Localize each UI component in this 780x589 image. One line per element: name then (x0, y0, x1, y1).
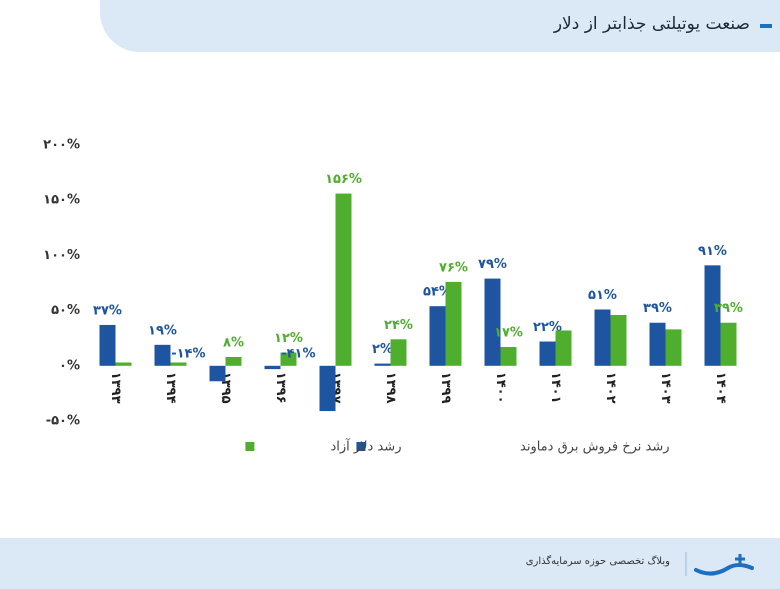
bar (720, 322, 737, 366)
bar (610, 315, 627, 366)
value-label: ۳۹% (714, 301, 743, 316)
value-label: ۷۶% (439, 260, 468, 275)
chart: -۵۰%۰%۵۰%۱۰۰%۱۵۰%۲۰۰%۱۳۹۳۳۷%۱۳۹۴۱۹%۱۳۹۵-… (43, 138, 743, 455)
value-label: ۹۱% (698, 244, 727, 259)
bar (555, 330, 572, 366)
x-tick-label: ۱۴۰۱ (548, 372, 563, 404)
title-accent (760, 24, 772, 28)
bar (115, 362, 132, 366)
bar (264, 365, 281, 370)
value-label: ۷۹% (478, 257, 507, 272)
value-label: ۲% (372, 342, 393, 357)
x-tick-label: ۱۴۰۳ (658, 372, 673, 404)
x-tick-label: ۱۳۹۳ (108, 372, 123, 404)
bar (594, 309, 611, 366)
value-label: ۱۵۶% (325, 172, 362, 187)
legend-swatch (356, 442, 366, 451)
page-title: صنعت یوتیلتی جذابتر از دلار (553, 14, 750, 34)
value-label: ۸% (223, 335, 244, 350)
y-tick-label: ۱۵۰% (43, 193, 80, 208)
value-label: ۳۷% (93, 303, 122, 318)
logo (685, 552, 754, 576)
y-tick-label: ۲۰۰% (43, 138, 80, 153)
bar (170, 362, 187, 366)
x-tick-label: ۱۴۰۲ (603, 372, 618, 404)
value-label: ۳۹% (643, 301, 672, 316)
x-tick-label: ۱۳۹۸ (383, 372, 398, 404)
value-label: ۱۷% (494, 326, 523, 341)
bar (649, 322, 666, 366)
legend-swatch (245, 442, 255, 451)
bar (99, 324, 116, 366)
bar (445, 281, 462, 366)
bar (665, 329, 682, 366)
bar (280, 352, 297, 366)
bar (429, 306, 446, 366)
y-tick-label: ۵۰% (51, 303, 80, 318)
value-label: -۴۱% (281, 346, 315, 361)
y-tick-label: -۵۰% (46, 414, 80, 429)
x-tick-label: ۱۳۹۴ (163, 372, 178, 404)
value-label: ۱۲% (274, 331, 303, 346)
x-tick-label: ۱۳۹۶ (273, 372, 288, 404)
value-label: ۲۲% (533, 320, 562, 335)
value-label: ۵۴% (423, 285, 452, 300)
bar (374, 363, 391, 366)
value-label: ۵۱% (588, 288, 617, 303)
bar (225, 356, 242, 366)
legend-label: رشد دلار آزاد (330, 438, 401, 455)
bar (335, 193, 352, 366)
value-label: -۱۴% (171, 346, 205, 361)
x-tick-label: ۱۳۹۹ (438, 372, 453, 404)
bar (500, 347, 517, 366)
legend-label: رشد نرخ فروش برق دماوند (520, 440, 670, 455)
value-label: ۲۴% (384, 318, 413, 333)
x-tick-label: ۱۴۰۰ (493, 372, 508, 404)
x-tick-label: ۱۴۰۴ (713, 372, 728, 404)
bar (484, 278, 501, 366)
bar (154, 344, 171, 366)
bar (209, 365, 226, 382)
y-tick-label: ۱۰۰% (43, 248, 80, 263)
y-tick-label: ۰% (59, 358, 80, 373)
footer-text: وبلاگ تخصصی حوزه سرمایه‌گذاری (525, 556, 670, 567)
bar (319, 365, 336, 412)
bar (704, 265, 721, 366)
bar (390, 339, 407, 366)
header-band (100, 0, 780, 52)
footer-band: وبلاگ تخصصی حوزه سرمایه‌گذاری (0, 538, 780, 589)
bar (539, 341, 556, 366)
value-label: ۱۹% (148, 323, 177, 338)
